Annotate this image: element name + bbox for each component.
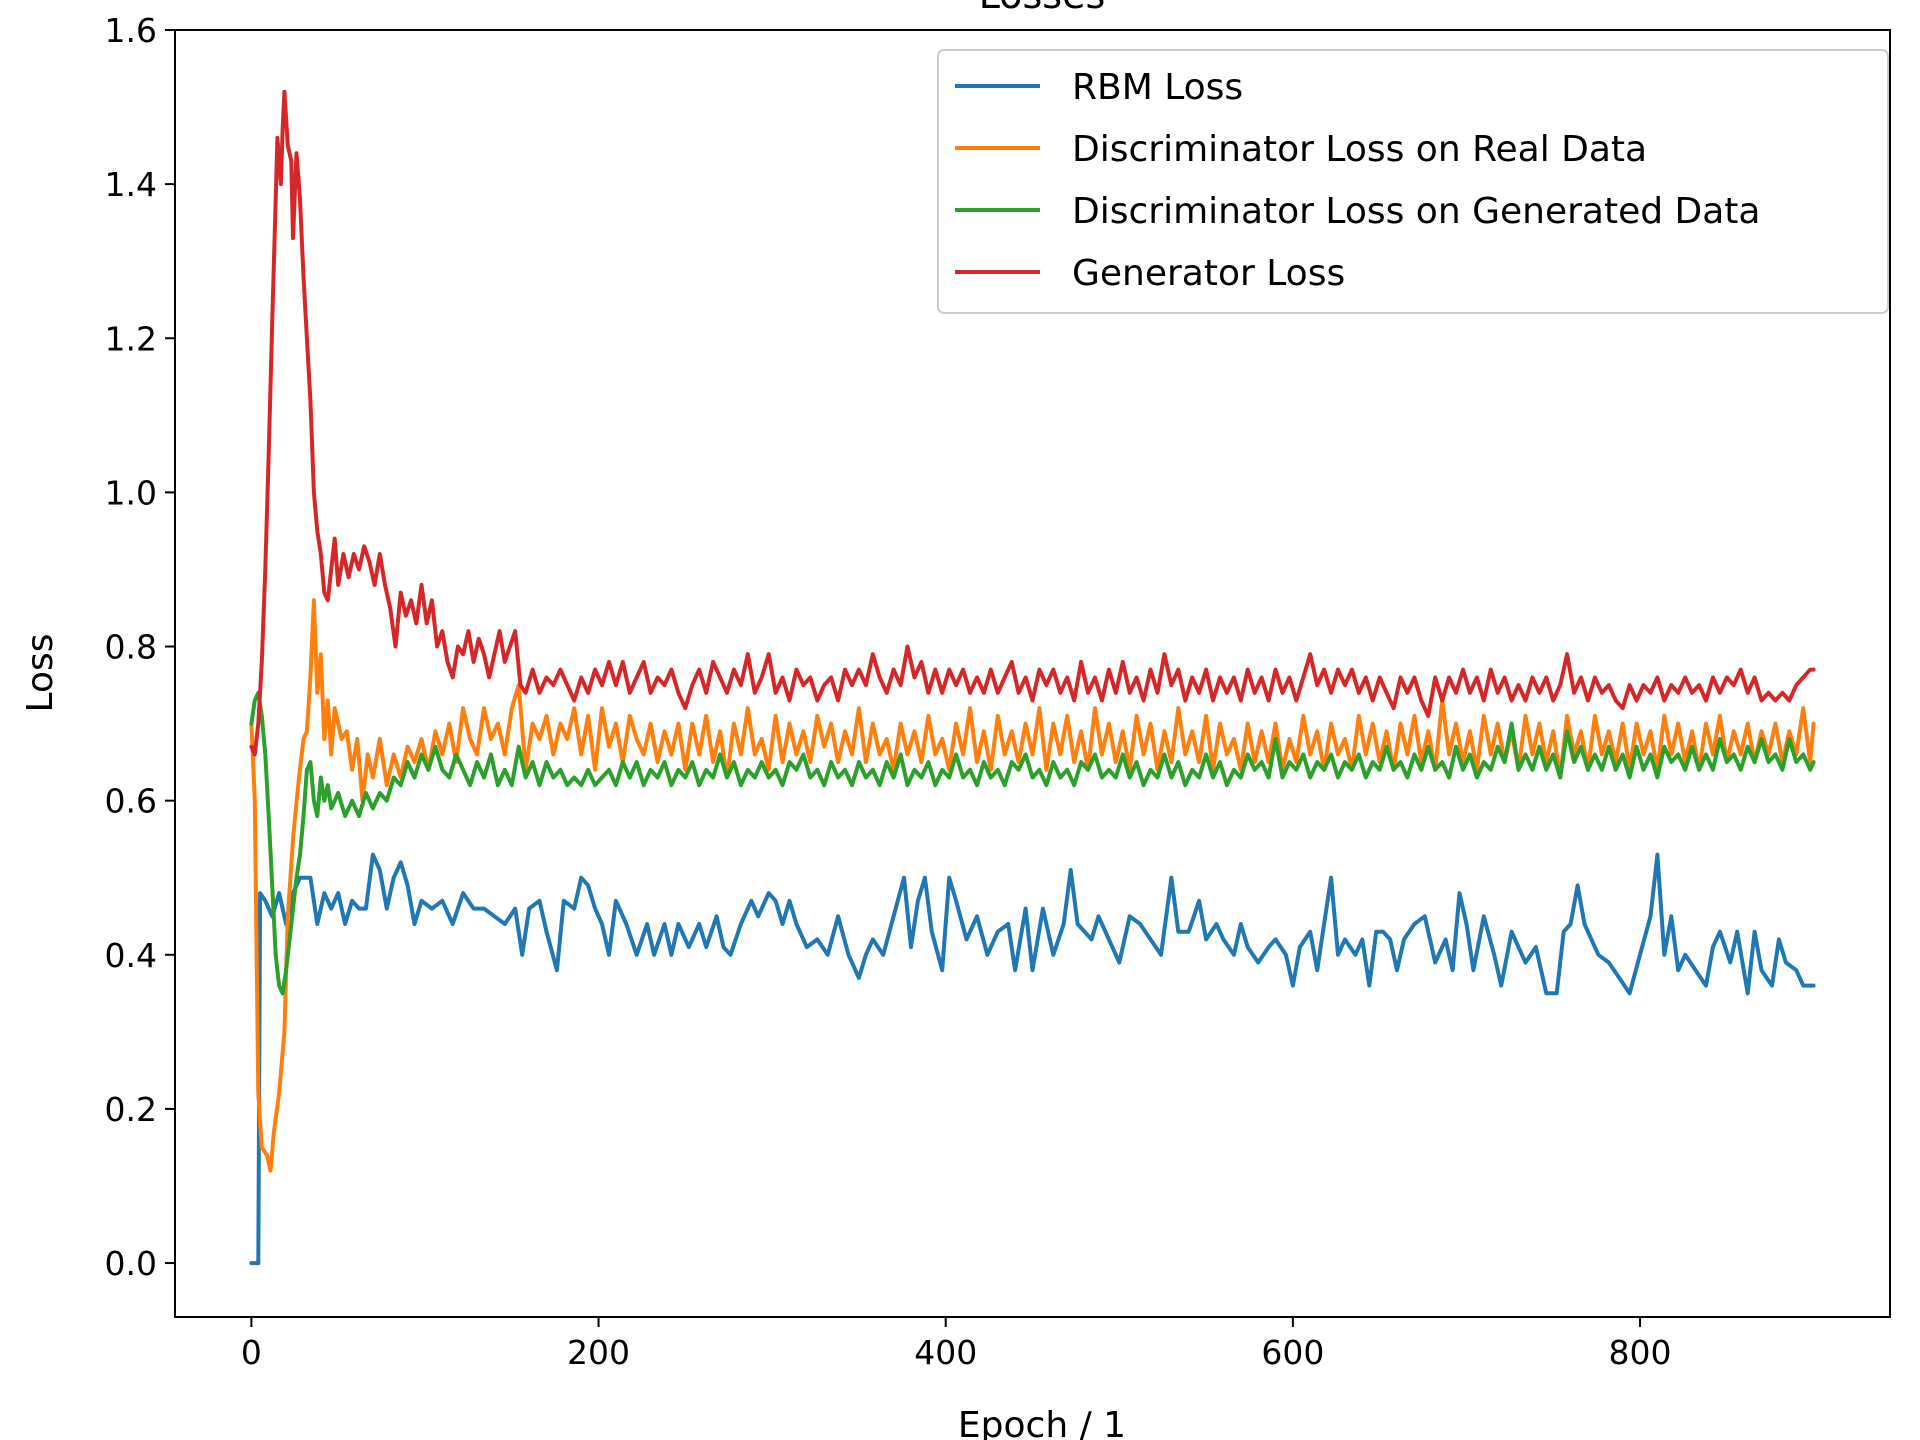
plot-series-group [249,89,1816,1266]
series-line-2 [249,598,1816,1173]
chart-title: Losses [979,0,1106,17]
y-tick-label: 1.4 [105,165,157,204]
y-tick-label: 1.0 [105,473,157,512]
y-axis-label: Loss [20,634,61,713]
y-tick-label: 0.6 [105,782,157,821]
legend-label: RBM Loss [1072,67,1243,108]
legend-label: Discriminator Loss on Generated Data [1072,191,1760,232]
x-tick-label: 0 [241,1333,262,1372]
series-line-1 [249,852,1816,1266]
x-axis-ticks: 0 200 400 600 800 [241,1317,1672,1372]
y-tick-label: 1.6 [105,11,157,50]
legend: RBM Loss Discriminator Loss on Real Data D… [937,49,1889,314]
y-tick-label: 0.4 [105,936,157,975]
x-tick-label: 800 [1609,1333,1672,1372]
y-tick-label: 0.2 [105,1090,157,1129]
legend-label: Generator Loss [1072,253,1345,294]
x-tick-label: 600 [1261,1333,1324,1372]
legend-box [937,49,1889,314]
legend-label: Discriminator Loss on Real Data [1072,129,1647,170]
y-tick-label: 1.2 [105,319,157,358]
x-tick-label: 400 [914,1333,977,1372]
y-tick-label: 0.8 [105,628,157,667]
x-axis-label: Epoch / 1 [958,1405,1126,1440]
plot-frame [174,29,1891,1318]
y-tick-label: 0.0 [105,1244,157,1283]
y-axis-ticks: 0.0 0.2 0.4 0.6 0.8 1.0 1.2 1.4 1.6 [105,11,175,1283]
series-line-4 [249,89,1816,757]
x-tick-label: 200 [567,1333,630,1372]
series-line-3 [249,690,1816,996]
